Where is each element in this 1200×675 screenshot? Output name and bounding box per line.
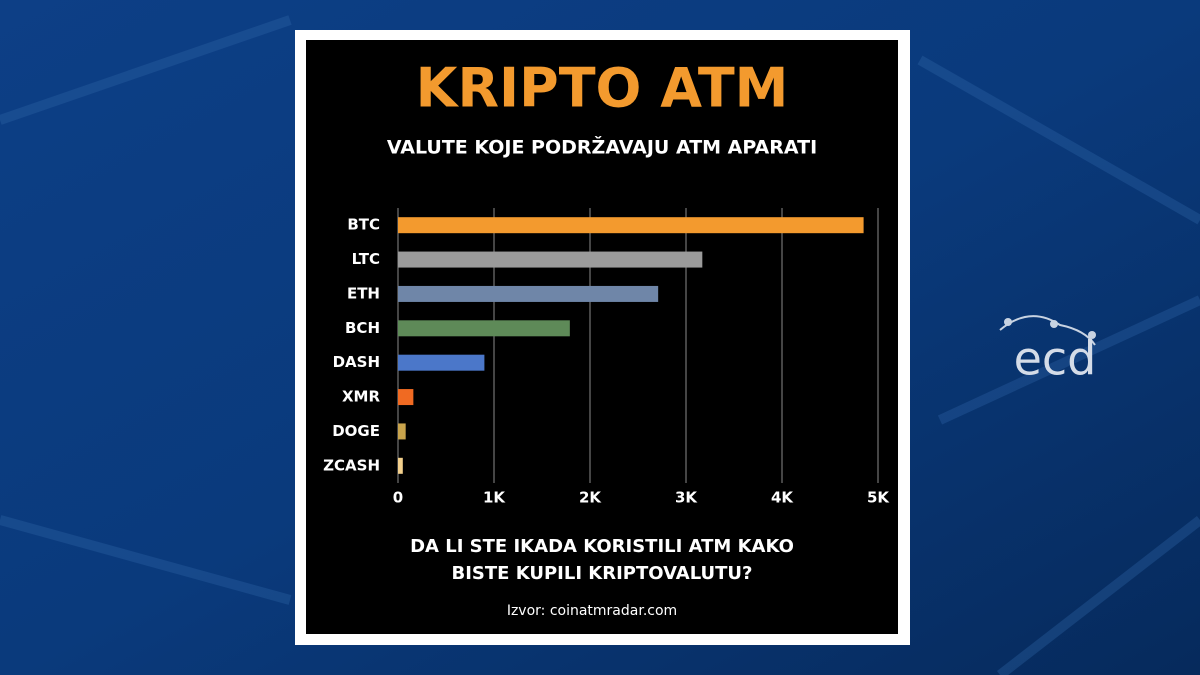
x-tick-label: 5K (867, 489, 890, 507)
bar (398, 423, 406, 440)
x-tick-label: 0 (393, 489, 403, 507)
x-tick-label: 1K (483, 489, 506, 507)
background-decoration (0, 15, 1200, 675)
plot: 0 1K 2K 3K 4K 5K BTC LTC ETH BCH DASH XMR DOGE ZCASH (323, 208, 890, 507)
y-tick-label: ZCASH (323, 456, 380, 474)
source: Izvor: coinatmradar.com (507, 603, 677, 619)
y-tick-label: DASH (333, 353, 380, 371)
bar (398, 389, 414, 406)
y-tick-label: DOGE (332, 422, 380, 440)
bar (398, 354, 485, 371)
y-tick-label: ETH (347, 284, 380, 302)
bar (398, 285, 659, 302)
bar (398, 251, 703, 268)
y-tick-label: XMR (342, 388, 380, 406)
y-tick-label: BCH (345, 319, 380, 337)
x-tick-label: 3K (675, 489, 698, 507)
chart-title: KRIPTO ATM (416, 57, 789, 120)
panel (306, 40, 898, 634)
chart-subtitle: VALUTE KOJE PODRŽAVAJU ATM APARATI (387, 136, 817, 159)
y-tick-label: BTC (347, 216, 380, 234)
question-line: DA LI STE IKADA KORISTILI ATM KAKO (410, 536, 794, 557)
watermark: ecd (999, 315, 1097, 386)
question-line: BISTE KUPILI KRIPTOVALUTU? (451, 563, 752, 584)
bar (398, 217, 864, 234)
bar (398, 320, 570, 337)
x-tick-label: 4K (771, 489, 794, 507)
bar (398, 457, 403, 474)
y-tick-label: LTC (352, 250, 380, 268)
watermark-text: ecd (1014, 332, 1097, 386)
x-tick-label: 2K (579, 489, 602, 507)
